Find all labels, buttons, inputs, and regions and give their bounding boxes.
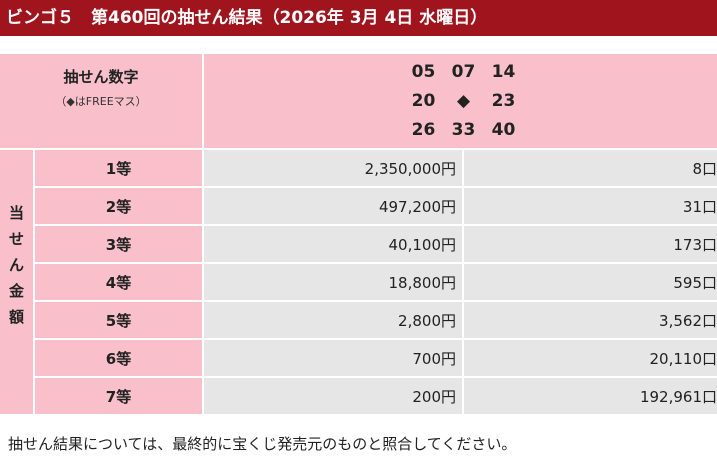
free-mark-note: （◆はFREEマス） [55,95,147,108]
prize-amount: 2,800円 [204,302,462,338]
draw-numbers-label: 抽せん数字 （◆はFREEマス） [0,54,202,148]
number-row: 20 ◆ 23 [404,87,524,116]
number-row: 26 33 40 [404,116,524,145]
rank-label: 7等 [35,378,202,414]
winner-count: 3,562口 [464,302,717,338]
rank-label: 6等 [35,340,202,376]
rank-label: 1等 [35,150,202,186]
number: 07 [451,61,476,82]
prize-amount: 2,350,000円 [204,150,462,186]
winner-count: 192,961口 [464,378,717,414]
payout-side-label: 当 せ ん 金 額 [0,150,33,414]
winner-count: 8口 [464,150,717,186]
page-title: ビンゴ５ 第460回の抽せん結果（2026年 3月 4日 水曜日） [0,0,717,36]
prize-amount: 497,200円 [204,188,462,224]
rank-label: 3等 [35,226,202,262]
results-table: 抽せん数字 （◆はFREEマス） 05 07 14 20 ◆ 23 26 33 … [0,54,717,414]
rank-label: 4等 [35,264,202,300]
prize-amount: 700円 [204,340,462,376]
prize-amount: 200円 [204,378,462,414]
prize-amount: 40,100円 [204,226,462,262]
number: 26 [411,119,436,140]
number: 40 [491,119,516,140]
number: 33 [451,119,476,140]
prize-amount: 18,800円 [204,264,462,300]
winner-count: 173口 [464,226,717,262]
number: 20 [411,90,436,111]
winner-count: 595口 [464,264,717,300]
rank-label: 2等 [35,188,202,224]
draw-numbers-heading: 抽せん数字 [63,68,139,86]
number: 14 [491,61,516,82]
disclaimer-text: 抽せん結果については、最終的に宝くじ発売元のものと照合してください。 [8,435,517,453]
winner-count: 20,110口 [464,340,717,376]
rank-label: 5等 [35,302,202,338]
draw-numbers: 05 07 14 20 ◆ 23 26 33 40 [204,54,717,148]
number: 23 [491,90,516,111]
free-mark: ◆ [456,90,471,111]
number-row: 05 07 14 [404,58,524,87]
number: 05 [411,61,436,82]
winner-count: 31口 [464,188,717,224]
